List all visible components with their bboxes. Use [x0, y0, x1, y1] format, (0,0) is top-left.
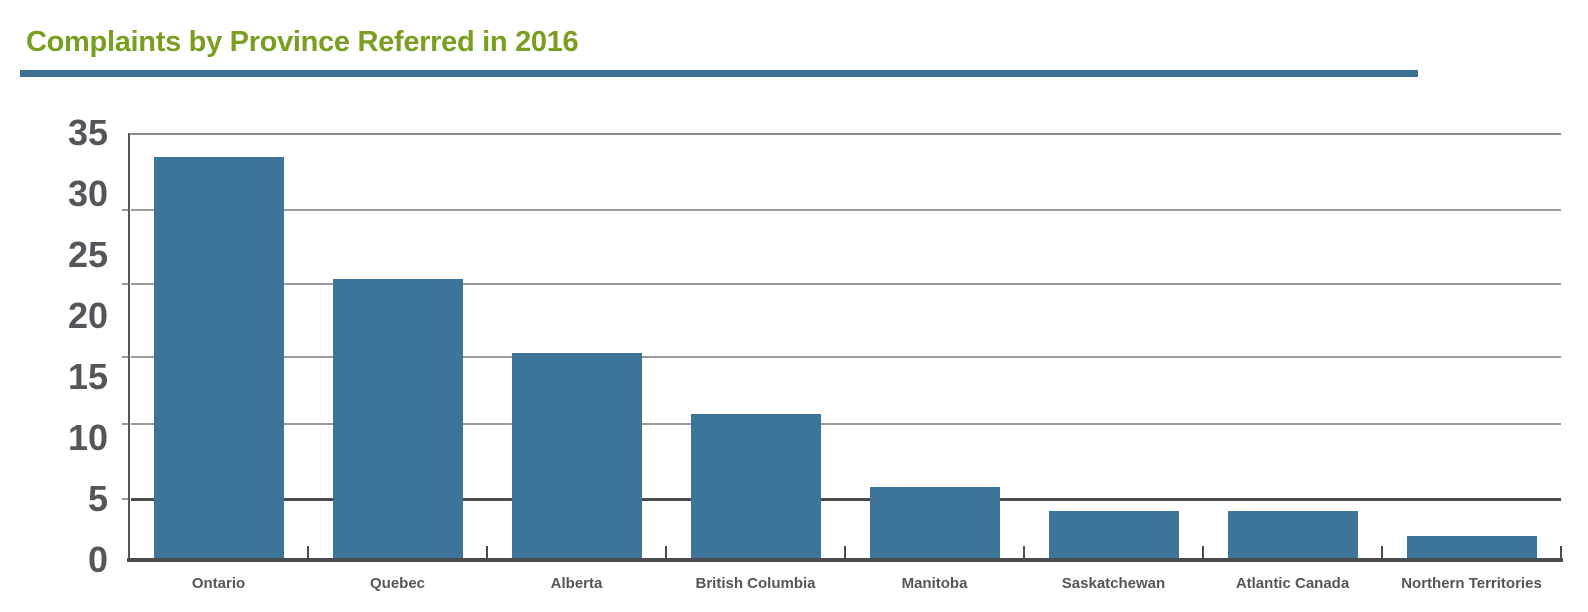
x-axis-tick [1023, 546, 1025, 558]
y-axis-label: 35 [67, 112, 108, 153]
x-category-label: Saskatchewan [1061, 575, 1166, 592]
grid-line [131, 283, 1561, 285]
x-axis-tick [1560, 546, 1562, 558]
bar [1407, 536, 1537, 560]
bar [154, 157, 284, 560]
x-category-label: Quebec [369, 575, 426, 592]
x-category-label: Manitoba [901, 575, 968, 592]
x-axis-tick [1202, 546, 1204, 558]
bar [1228, 511, 1358, 560]
grid-line [131, 209, 1561, 211]
y-axis-label: 10 [67, 417, 108, 458]
x-axis-tick [1381, 546, 1383, 558]
x-category-label: Alberta [550, 575, 603, 592]
y-axis-label: 30 [67, 173, 108, 214]
bar [870, 487, 1000, 560]
grid-line-dark [131, 498, 1561, 501]
y-axis-line [128, 133, 130, 562]
bar [512, 353, 642, 560]
grid-line [131, 356, 1561, 358]
y-tick [122, 498, 128, 500]
x-category-label: Ontario [191, 575, 246, 592]
x-axis-tick [307, 546, 309, 558]
y-tick [122, 283, 128, 285]
x-axis-tick [844, 546, 846, 558]
plot-top-border [129, 133, 1561, 135]
y-tick [122, 423, 128, 425]
y-axis-label: 15 [67, 356, 108, 397]
grid-line [131, 423, 1561, 425]
y-axis-label: 5 [87, 478, 108, 519]
bar [333, 279, 463, 560]
y-tick [122, 209, 128, 211]
chart-title: Complaints by Province Referred in 2016 [26, 26, 579, 58]
x-category-label: Atlantic Canada [1235, 575, 1350, 592]
y-axis-label: 20 [67, 295, 108, 336]
x-axis-tick [486, 546, 488, 558]
x-axis-tick [665, 546, 667, 558]
x-axis-line [127, 558, 1563, 562]
x-category-label: Northern Territories [1401, 575, 1542, 592]
bar [1049, 511, 1179, 560]
header-rule [20, 70, 1418, 77]
y-axis-label: 0 [87, 539, 108, 580]
y-axis-label: 25 [67, 234, 108, 275]
bar [691, 414, 821, 560]
x-category-label: British Columbia [695, 575, 816, 592]
y-tick [122, 356, 128, 358]
